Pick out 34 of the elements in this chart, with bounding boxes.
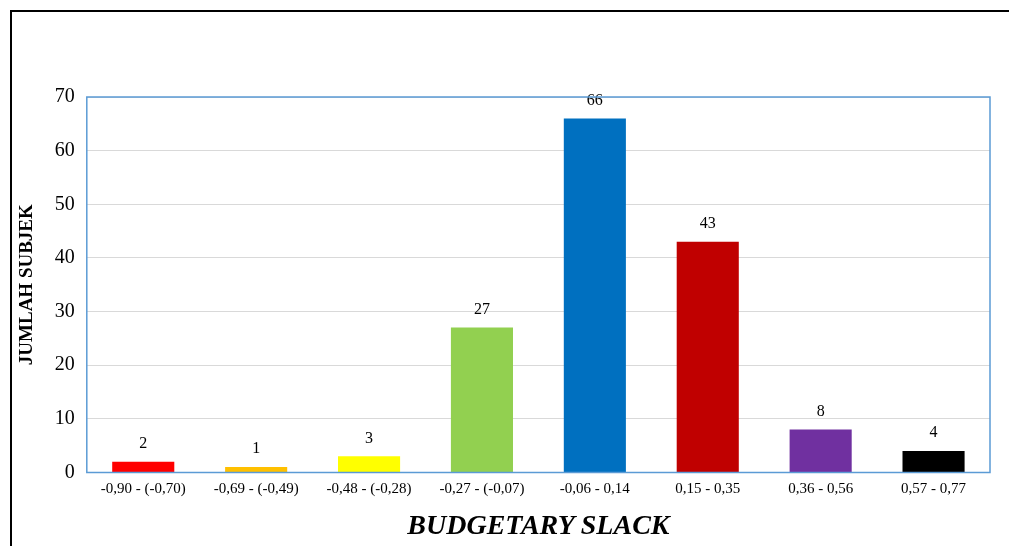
bar bbox=[225, 467, 288, 472]
x-tick-label: -0,69 - (-0,49) bbox=[213, 480, 299, 498]
y-tick-label: 60 bbox=[54, 137, 75, 160]
bar bbox=[338, 456, 401, 472]
y-tick-label: 0 bbox=[64, 459, 75, 482]
x-axis-title: BUDGETARY SLACK bbox=[406, 509, 672, 541]
y-tick-label: 40 bbox=[54, 245, 75, 268]
x-tick-label: -0,48 - (-0,28) bbox=[326, 480, 412, 498]
x-tick-label: 0,36 - 0,56 bbox=[788, 480, 854, 497]
data-label: 4 bbox=[929, 423, 938, 441]
bar bbox=[676, 241, 739, 472]
y-tick-label: 10 bbox=[54, 406, 75, 429]
data-label: 1 bbox=[252, 439, 261, 457]
bar bbox=[902, 450, 965, 472]
bar bbox=[450, 327, 513, 472]
y-axis-title: JUMLAH SUBJEK bbox=[15, 203, 37, 366]
data-label: 2 bbox=[139, 433, 148, 451]
x-tick-label: 0,15 - 0,35 bbox=[675, 480, 741, 497]
y-tick-label: 50 bbox=[54, 191, 75, 214]
data-label: 3 bbox=[365, 428, 374, 446]
y-tick-label: 70 bbox=[54, 84, 75, 107]
x-tick-label: -0,90 - (-0,70) bbox=[100, 480, 186, 498]
data-label: 27 bbox=[473, 299, 490, 317]
x-tick-label: -0,27 - (-0,07) bbox=[439, 480, 525, 498]
data-label: 43 bbox=[699, 214, 716, 231]
x-tick-label: 0,57 - 0,77 bbox=[901, 480, 967, 497]
data-label: 66 bbox=[586, 90, 603, 108]
x-tick-label: -0,06 - 0,14 bbox=[559, 480, 631, 497]
bar bbox=[563, 118, 626, 472]
y-tick-label: 30 bbox=[54, 298, 75, 321]
bar bbox=[789, 429, 852, 472]
y-tick-label: 20 bbox=[54, 352, 75, 375]
data-label: 8 bbox=[816, 401, 825, 419]
bar bbox=[112, 461, 175, 472]
